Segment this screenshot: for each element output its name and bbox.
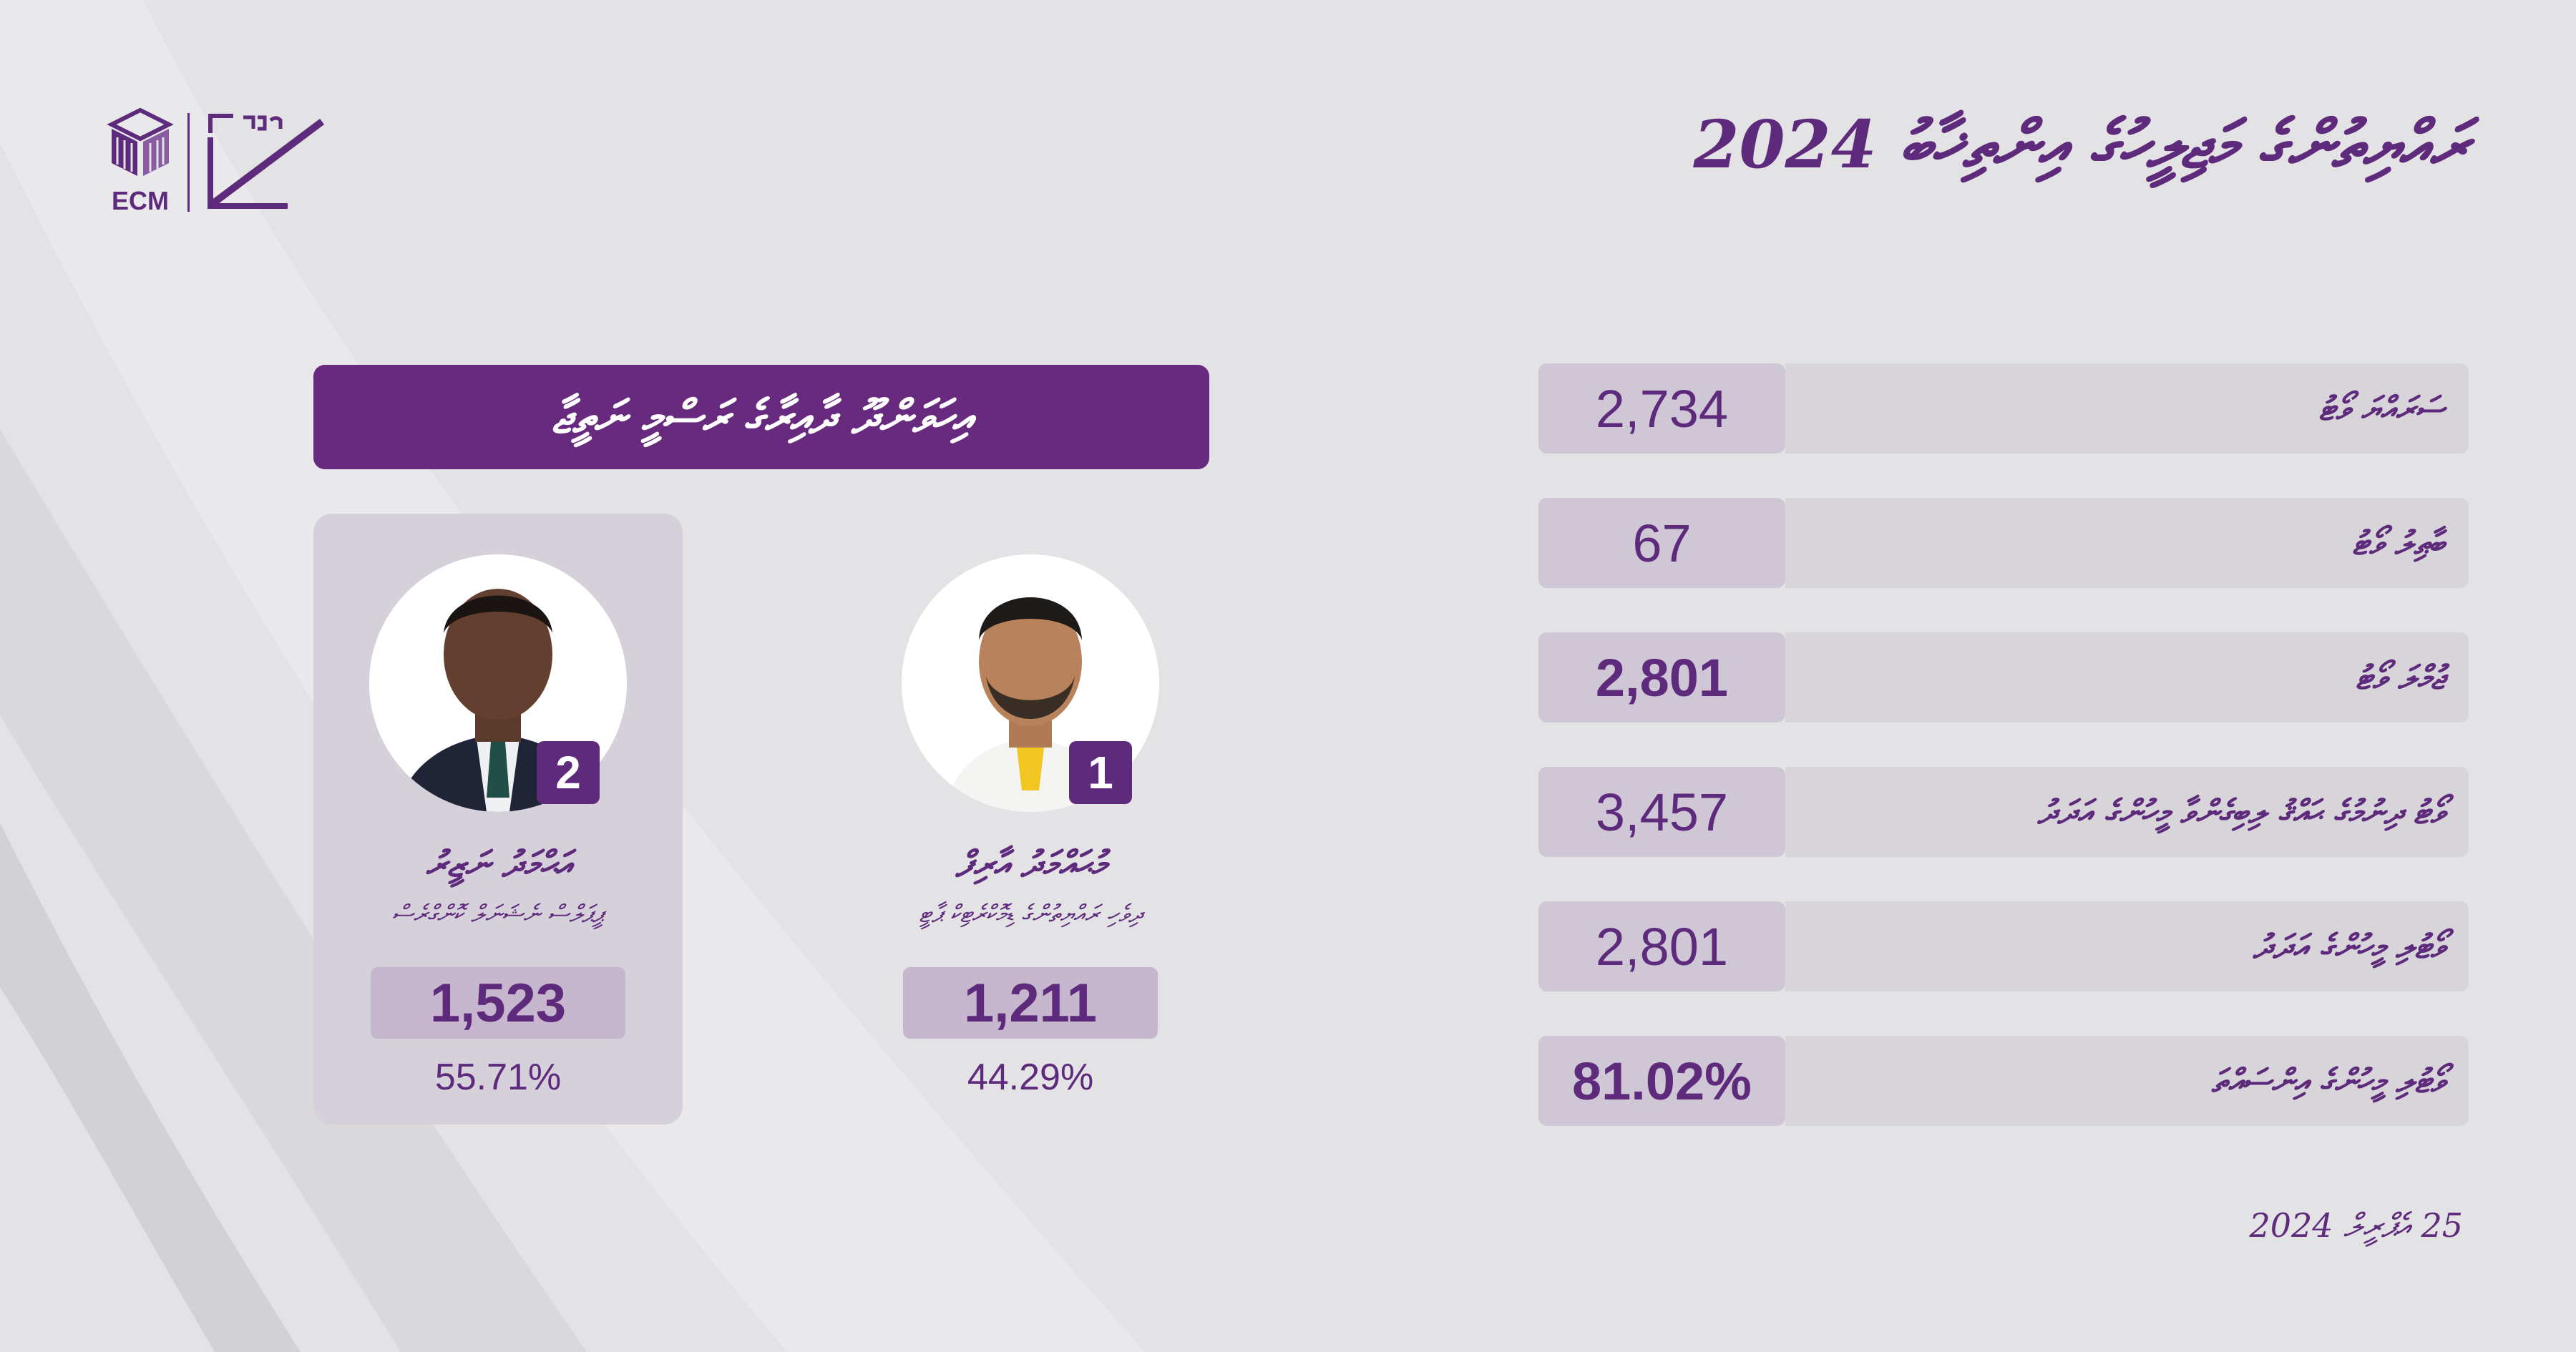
stat-label-box: ވޯޓުލި މީހުންގެ އަދަދު [1785,901,2469,991]
candidate-card-1: 1 މުޙައްމަދު އާރިފް ދިވެހި ރައްޔިތުންގެ … [846,514,1215,1125]
stat-row: ވޯޓުލި މީހުންގެ އަދަދު 2,801 [1538,901,2469,991]
stat-label: ވޯޓުލި މީހުންގެ އިންސައްތަ [2211,1062,2444,1100]
stat-value: 3,457 [1538,767,1785,857]
stat-row: ޖުމްލަ ވޯޓު 2,801 [1538,632,2469,722]
logo-text: ECM [112,186,169,215]
candidate-party: ދިވެހި ރައްޔިތުންގެ ޑިމޮކްރެޓިކް ޕާޓީ [919,900,1142,929]
stat-row: ސަރައްޔަ ވޯޓު 2,734 [1538,363,2469,454]
logo-divider [187,113,190,212]
candidate-votes: 1,523 [371,967,625,1039]
candidate-number-badge: 2 [537,741,600,804]
candidate-name: އަޙްމަދު ނަޒީރު [426,843,570,885]
stat-label-box: ބާޠިލު ވޯޓު [1785,498,2469,588]
stat-row: ބާޠިލު ވޯޓު 67 [1538,498,2469,588]
ballot-check-icon [208,114,324,209]
stat-value: 2,734 [1538,363,1785,454]
stat-value: 2,801 [1538,901,1785,991]
stat-label: ޖުމްލަ ވޯޓު [2356,658,2444,697]
stat-value: 67 [1538,498,1785,588]
stat-label-box: ޖުމްލަ ވޯޓު [1785,632,2469,722]
candidate-party: ޕީޕަލްސް ނެޝަނަލް ކޮންގްރެސް [391,900,605,929]
stat-label: ބާޠިލު ވޯޓު [2352,524,2444,562]
page-title: ރައްޔިތުންގެ މަޖިލީހުގެ އިންތިޚާބު 2024 [1693,106,2469,183]
stat-label: ސަރައްޔަ ވޯޓު [2318,389,2444,428]
candidate-number-badge: 1 [1069,741,1132,804]
ecm-cube-icon [107,107,174,176]
stat-label: ވޯޓުލި މީހުންގެ އަދަދު [2253,927,2444,966]
candidate-percent: 44.29% [967,1057,1094,1098]
candidate-name: މުޙައްމަދު އާރިފް [955,843,1106,885]
date-label: 25 އެޕްރީލް 2024 [2249,1206,2463,1245]
stat-label-box: ވޯޓު ދިނުމުގެ ޙައްޤު ލިބިގެންވާ މީހުންގެ… [1785,767,2469,857]
stat-row: ވޯޓުލި މީހުންގެ އިންސައްތަ 81.02% [1538,1036,2469,1126]
stat-label-box: ވޯޓުލި މީހުންގެ އިންސައްތަ [1785,1036,2469,1126]
candidate-percent: 55.71% [434,1057,562,1098]
stat-row: ވޯޓު ދިނުމުގެ ޙައްޤު ލިބިގެންވާ މީހުންގެ… [1538,767,2469,857]
stat-label: ވޯޓު ދިނުމުގެ ޙައްޤު ލިބިގެންވާ މީހުންގެ… [2037,793,2444,831]
results-title: އިހަވަންދޫ ދާއިރާގެ ރަސްމީ ނަތީޖާ [313,365,1209,469]
ecm-logo: ECM [106,107,335,222]
stat-value: 81.02% [1538,1036,1785,1126]
stat-value: 2,801 [1538,632,1785,722]
stat-label-box: ސަރައްޔަ ވޯޓު [1785,363,2469,454]
candidate-votes: 1,211 [903,967,1158,1039]
candidate-card-2: 2 އަޙްމަދު ނަޒީރު ޕީޕަލްސް ނެޝަނަލް ކޮން… [313,514,683,1125]
